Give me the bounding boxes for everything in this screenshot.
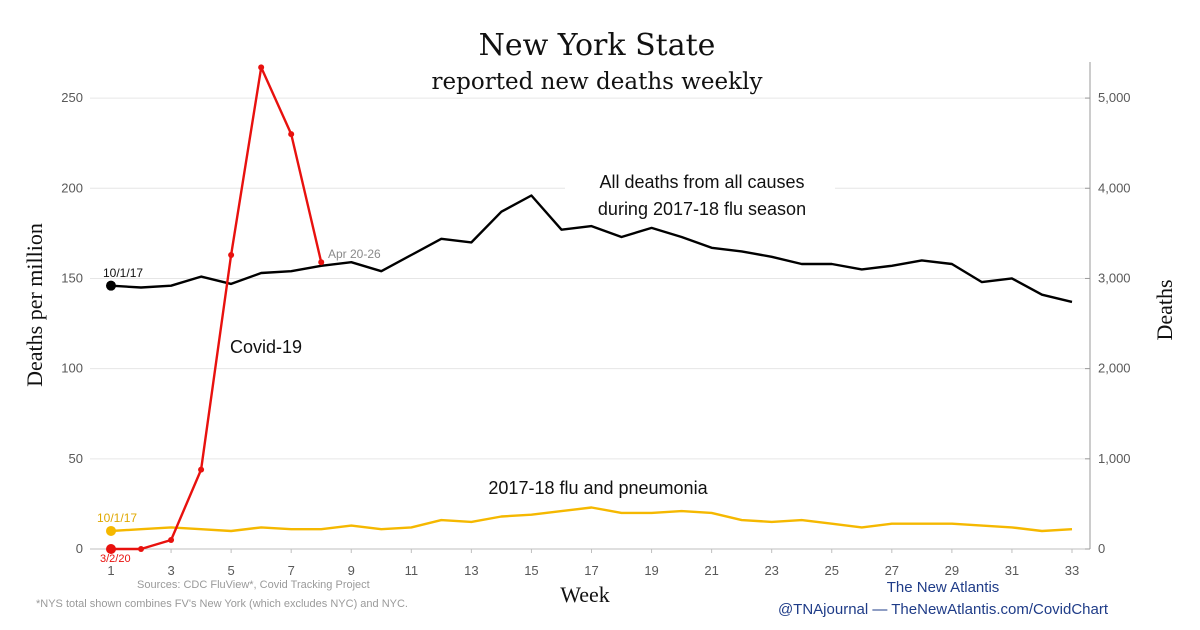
y-tick-label: 150	[61, 270, 83, 285]
series-label-flu: 2017-18 flu and pneumonia	[488, 478, 708, 498]
x-tick-label: 3	[167, 563, 174, 578]
series-marker-covid	[106, 544, 116, 554]
series-label-all-deaths-line2: during 2017-18 flu season	[598, 199, 806, 219]
x-tick-label: 7	[288, 563, 295, 578]
y2-tick-label: 5,000	[1098, 90, 1131, 105]
credit-publication: The New Atlantis	[887, 579, 1000, 596]
series-marker-covid	[198, 466, 205, 473]
y-tick-label: 100	[61, 361, 83, 376]
start-label-flu: 10/1/17	[97, 511, 137, 525]
y-tick-label: 50	[69, 451, 83, 466]
y-axis-ticks: 0 50 100 150 200 250	[61, 90, 83, 556]
x-tick-label: 19	[644, 563, 658, 578]
series-marker-all-deaths	[106, 280, 116, 291]
series-line-covid	[111, 66, 323, 551]
series-marker-covid	[168, 536, 175, 543]
series-marker-flu	[106, 525, 116, 536]
y2-tick-label: 4,000	[1098, 180, 1131, 195]
series-label-all-deaths: All deaths from all causes during 2017-1…	[565, 166, 835, 222]
end-label-covid: Apr 20-26	[328, 247, 381, 261]
chart-title: New York State	[479, 28, 716, 63]
credit-link: @TNAjournal — TheNewAtlantis.com/CovidCh…	[778, 601, 1109, 618]
x-tick-label: 17	[584, 563, 598, 578]
series-label-all-deaths-line1: All deaths from all causes	[599, 172, 804, 192]
x-tick-label: 27	[885, 563, 899, 578]
y2-tick-label: 0	[1098, 541, 1105, 556]
y2-axis-title: Deaths	[1152, 279, 1177, 340]
x-tick-label: 21	[704, 563, 718, 578]
series-marker-covid	[288, 131, 295, 138]
series-marker-covid	[228, 251, 235, 258]
start-label-covid: 3/2/20	[100, 553, 131, 565]
series-layer	[106, 64, 1073, 554]
y-axis-title: Deaths per million	[22, 223, 47, 387]
x-tick-label: 9	[348, 563, 355, 578]
x-tick-label: 33	[1065, 563, 1079, 578]
series-line-all-deaths	[110, 194, 1073, 304]
sources-note: Sources: CDC FluView*, Covid Tracking Pr…	[137, 579, 370, 591]
y2-tick-label: 2,000	[1098, 361, 1131, 376]
x-axis-title: Week	[560, 582, 610, 607]
x-tick-label: 5	[228, 563, 235, 578]
x-axis-ticks: 1 3 5 7 9 11 13 15 17 19 21 23 25 27 29 31 33	[107, 549, 1079, 578]
y-tick-label: 250	[61, 90, 83, 105]
y-tick-label: 200	[61, 180, 83, 195]
x-tick-label: 11	[405, 563, 419, 578]
y2-tick-label: 1,000	[1098, 451, 1131, 466]
y2-tick-label: 3,000	[1098, 270, 1131, 285]
x-tick-label: 29	[945, 563, 959, 578]
x-tick-label: 13	[464, 563, 478, 578]
series-line-flu	[110, 506, 1073, 533]
x-tick-label: 15	[524, 563, 538, 578]
footnote: *NYS total shown combines FV's New York …	[36, 598, 408, 610]
series-marker-covid	[258, 64, 265, 71]
series-label-covid: Covid-19	[230, 337, 302, 357]
chart-subtitle: reported new deaths weekly	[432, 69, 763, 95]
start-label-all-deaths: 10/1/17	[103, 266, 143, 280]
y2-axis-ticks: 0 1,000 2,000 3,000 4,000 5,000	[1085, 90, 1131, 556]
series-marker-covid	[138, 546, 145, 552]
y-tick-label: 0	[76, 541, 83, 556]
x-tick-label: 31	[1005, 563, 1019, 578]
x-tick-label: 23	[764, 563, 778, 578]
series-marker-covid	[318, 259, 325, 266]
x-tick-label: 25	[825, 563, 839, 578]
x-tick-label: 1	[107, 563, 114, 578]
